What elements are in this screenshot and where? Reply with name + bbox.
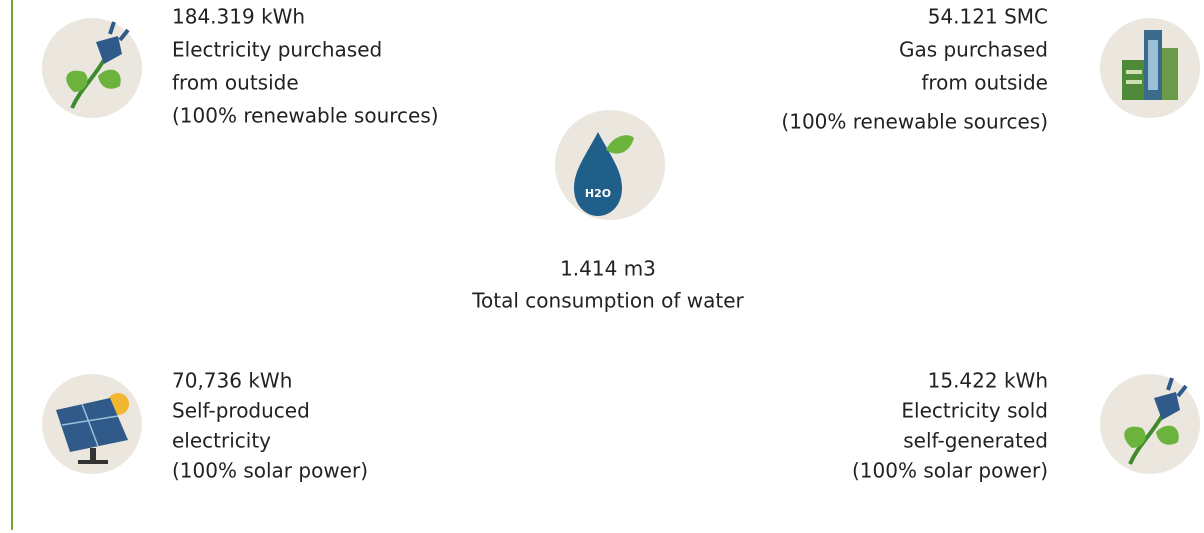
item-line: (100% solar power) (172, 459, 368, 483)
icon-solar (42, 374, 142, 474)
icon-plug (1100, 374, 1200, 474)
svg-text:H2O: H2O (585, 187, 611, 200)
item-line: Electricity sold (901, 399, 1048, 423)
item-line: Electricity purchased (172, 38, 382, 62)
item-line: self-generated (903, 429, 1048, 453)
item-line: Gas purchased (899, 38, 1048, 62)
icon-building (1100, 18, 1200, 118)
icon-plug (42, 18, 142, 118)
item-line: (100% renewable sources) (172, 104, 439, 128)
item-line: (100% solar power) (852, 459, 1048, 483)
item-value: 184.319 kWh (172, 5, 305, 29)
item-line: from outside (172, 71, 299, 95)
item-line: from outside (921, 71, 1048, 95)
icon-water: H2O (555, 110, 665, 220)
item-value: 15.422 kWh (928, 369, 1048, 393)
item-line: Self-produced (172, 399, 310, 423)
item-line: Total consumption of water (471, 289, 744, 313)
item-value: 54.121 SMC (928, 5, 1048, 29)
item-value: 1.414 m3 (560, 257, 656, 281)
item-line: electricity (172, 429, 271, 453)
item-value: 70,736 kWh (172, 369, 292, 393)
item-line: (100% renewable sources) (781, 110, 1048, 134)
